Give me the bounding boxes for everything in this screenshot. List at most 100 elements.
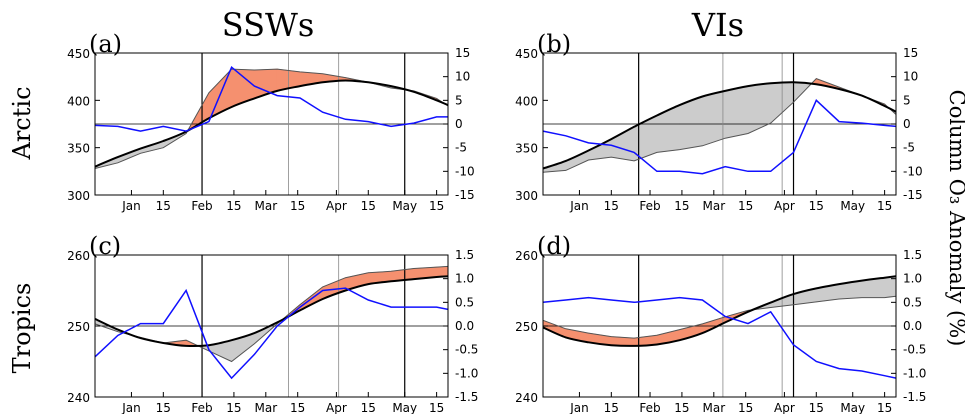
x-tick-label: Feb bbox=[639, 199, 660, 213]
y-tick-label: 250 bbox=[67, 320, 90, 334]
series-climatology bbox=[542, 275, 897, 347]
x-tick-label: May bbox=[840, 401, 865, 414]
x-tick-label: 15 bbox=[809, 401, 824, 414]
y-right-tick-label: 15 bbox=[903, 46, 918, 60]
x-tick-label: Apr bbox=[774, 199, 795, 213]
y-right-tick-label: -5 bbox=[455, 141, 467, 155]
x-tick-label: Feb bbox=[191, 401, 212, 414]
y-tick-label: 240 bbox=[67, 391, 90, 405]
y-tick-label: 240 bbox=[515, 391, 538, 405]
y-right-tick-label: -0.5 bbox=[455, 343, 478, 357]
chart-panel-b: (b) 300 350 400 450 -15 -10 -5 0 5 10 15 Jan 15 Feb 15 M… bbox=[515, 30, 923, 213]
x-tick-label: Mar bbox=[254, 401, 277, 414]
y-right-tick-label: 5 bbox=[903, 93, 911, 107]
series-climatology bbox=[94, 79, 449, 168]
x-tick-label: 15 bbox=[226, 199, 241, 213]
y-right-tick-label: -1.0 bbox=[903, 366, 926, 380]
x-tick-label: 15 bbox=[429, 199, 444, 213]
y-right-tick-label: -0.5 bbox=[903, 343, 926, 357]
y-right-tick-label: 0.5 bbox=[455, 295, 474, 309]
x-tick-label: 15 bbox=[290, 401, 305, 414]
y-right-tick-label: -10 bbox=[455, 164, 475, 178]
y-right-tick-label: 15 bbox=[455, 46, 470, 60]
positive-anomaly-area bbox=[231, 68, 255, 108]
x-tick-label: 15 bbox=[674, 401, 689, 414]
y-right-tick-label: 0.5 bbox=[903, 295, 922, 309]
negative-anomaly-area bbox=[656, 104, 680, 153]
chart-panel-c: (c) 240 250 260 -1.5 -1.0 -0.5 0.0 0.5 1.0 1.5 Jan 1… bbox=[67, 232, 478, 414]
panel-label: (d) bbox=[537, 232, 571, 260]
y-right-tick-label: 1.5 bbox=[455, 248, 474, 262]
row-label-arctic: Arctic bbox=[8, 86, 36, 160]
y-tick-label: 300 bbox=[67, 189, 90, 203]
panels: (a) 300 350 400 450 -15 -10 -5 0 5 10 15 Jan 15 Feb 15 M… bbox=[67, 30, 926, 414]
x-tick-label: Mar bbox=[254, 199, 277, 213]
x-tick-label: Apr bbox=[326, 199, 347, 213]
x-tick-label: 15 bbox=[674, 199, 689, 213]
y-tick-label: 260 bbox=[67, 249, 90, 263]
series-anomaly bbox=[94, 65, 448, 132]
x-tick-label: 15 bbox=[226, 401, 241, 414]
column-title-vis: VIs bbox=[691, 6, 744, 44]
y-right-tick-label: 1.5 bbox=[903, 248, 922, 262]
y-right-tick-label: 0.0 bbox=[455, 319, 474, 333]
x-tick-label: 15 bbox=[877, 199, 892, 213]
y-right-tick-label: 0.0 bbox=[903, 319, 922, 333]
y-right-tick-label: 1.0 bbox=[455, 272, 474, 286]
x-tick-label: May bbox=[392, 199, 417, 213]
x-tick-label: May bbox=[392, 401, 417, 414]
column-title-ssws: SSWs bbox=[222, 6, 315, 44]
series-observed bbox=[94, 68, 449, 169]
y-tick-label: 400 bbox=[515, 94, 538, 108]
right-axis-label: Column O₃ Anomaly (%) bbox=[945, 90, 965, 347]
y-right-tick-label: 10 bbox=[455, 70, 470, 84]
chart-panel-a: (a) 300 350 400 450 -15 -10 -5 0 5 10 15 Jan 15 Feb 15 M… bbox=[67, 30, 475, 213]
y-right-tick-label: 5 bbox=[455, 93, 463, 107]
y-tick-label: 300 bbox=[515, 189, 538, 203]
y-tick-label: 450 bbox=[67, 47, 90, 61]
y-right-tick-label: -1.0 bbox=[455, 366, 478, 380]
row-label-tropics: Tropics bbox=[8, 283, 36, 374]
x-tick-label: 15 bbox=[809, 199, 824, 213]
panel-label: (a) bbox=[89, 30, 122, 58]
y-tick-label: 400 bbox=[67, 94, 90, 108]
negative-anomaly-area bbox=[747, 82, 772, 134]
y-right-tick-label: -10 bbox=[903, 164, 923, 178]
y-right-tick-label: -1.5 bbox=[455, 390, 478, 404]
y-right-tick-label: -5 bbox=[903, 141, 915, 155]
x-tick-label: 15 bbox=[877, 401, 892, 414]
y-right-tick-label: 0 bbox=[455, 117, 463, 131]
panel-label: (b) bbox=[537, 30, 571, 58]
series-anomaly bbox=[542, 99, 897, 175]
y-right-tick-label: -1.5 bbox=[903, 390, 926, 404]
x-tick-label: 15 bbox=[290, 199, 305, 213]
negative-anomaly-area bbox=[702, 90, 726, 147]
negative-anomaly-area bbox=[724, 85, 749, 139]
x-tick-label: 15 bbox=[156, 401, 171, 414]
x-tick-label: Jan bbox=[121, 401, 141, 414]
x-tick-label: 15 bbox=[604, 199, 619, 213]
y-right-tick-label: 10 bbox=[903, 70, 918, 84]
y-right-tick-label: 0 bbox=[903, 117, 911, 131]
y-tick-label: 250 bbox=[515, 320, 538, 334]
series-anomaly bbox=[542, 296, 897, 379]
x-tick-label: Mar bbox=[702, 401, 725, 414]
series-climatology bbox=[94, 275, 449, 348]
panel-label: (c) bbox=[89, 232, 121, 260]
x-tick-label: Jan bbox=[569, 401, 589, 414]
y-tick-label: 450 bbox=[515, 47, 538, 61]
x-tick-label: Feb bbox=[191, 199, 212, 213]
series-anomaly bbox=[94, 287, 449, 380]
y-right-tick-label: 1.0 bbox=[903, 272, 922, 286]
y-right-tick-label: -15 bbox=[903, 188, 923, 202]
series-climatology bbox=[542, 81, 897, 170]
x-tick-label: 15 bbox=[429, 401, 444, 414]
x-tick-label: Apr bbox=[326, 401, 347, 414]
x-tick-label: Apr bbox=[774, 401, 795, 414]
x-tick-label: Jan bbox=[569, 199, 589, 213]
y-tick-label: 260 bbox=[515, 249, 538, 263]
negative-anomaly-area bbox=[884, 275, 897, 298]
series-observed bbox=[542, 295, 897, 339]
x-tick-label: 15 bbox=[604, 401, 619, 414]
